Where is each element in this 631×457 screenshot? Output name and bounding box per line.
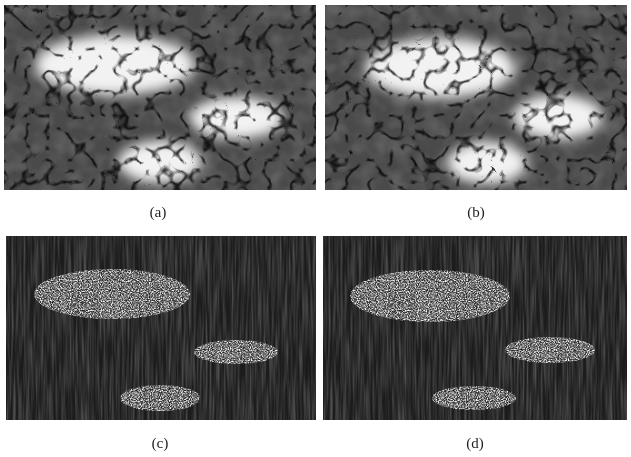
region bbox=[505, 337, 595, 363]
caption: (a) bbox=[150, 205, 167, 221]
caption: (b) bbox=[467, 205, 485, 221]
caption: (c) bbox=[152, 436, 169, 452]
page: (a) (b) (c) (d) (() => { const data = JS… bbox=[0, 0, 631, 457]
panel-a bbox=[4, 5, 316, 190]
figure: (a) (b) (c) (d) bbox=[0, 0, 631, 457]
region bbox=[34, 269, 190, 319]
region bbox=[194, 340, 278, 364]
panel-b bbox=[325, 5, 627, 190]
panel-d bbox=[323, 236, 627, 420]
caption: (d) bbox=[466, 436, 484, 452]
region bbox=[350, 270, 510, 322]
region bbox=[120, 385, 200, 411]
region bbox=[432, 386, 516, 410]
texture bbox=[325, 5, 627, 190]
panel-c bbox=[6, 236, 316, 420]
texture bbox=[4, 5, 316, 190]
